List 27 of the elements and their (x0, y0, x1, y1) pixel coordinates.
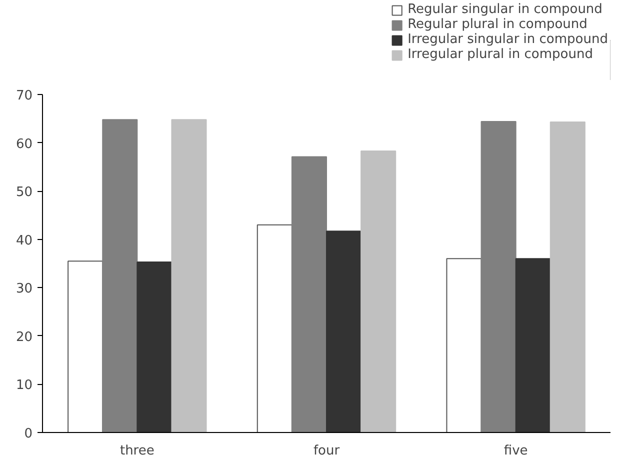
bar (326, 230, 362, 432)
bar (291, 156, 327, 432)
y-tick-label: 40 (16, 233, 33, 248)
y-tick-label: 30 (16, 282, 33, 297)
x-tick-label: three (120, 444, 154, 458)
y-tick-label: 60 (16, 136, 33, 152)
legend-label: Regular singular in compound (408, 2, 602, 17)
y-tick-label: 10 (16, 378, 33, 394)
bar (515, 258, 551, 432)
legend-label: Irregular singular in compound (408, 32, 608, 47)
y-tick-label: 20 (16, 330, 33, 345)
y-tick-label: 0 (24, 426, 33, 442)
bar (360, 150, 396, 432)
bar (446, 258, 482, 432)
legend-label: Irregular plural in compound (408, 47, 593, 62)
bar (480, 121, 516, 432)
x-tick-label: four (313, 444, 340, 458)
bar (102, 119, 138, 432)
bar (136, 262, 172, 432)
bar (68, 260, 104, 432)
bar (256, 224, 292, 432)
y-tick-label: 70 (16, 88, 33, 104)
bar (550, 122, 586, 432)
bar (171, 119, 207, 432)
legend-label: Regular plural in compound (408, 17, 588, 32)
y-tick-label: 50 (16, 185, 33, 200)
x-tick-label: five (504, 444, 528, 458)
